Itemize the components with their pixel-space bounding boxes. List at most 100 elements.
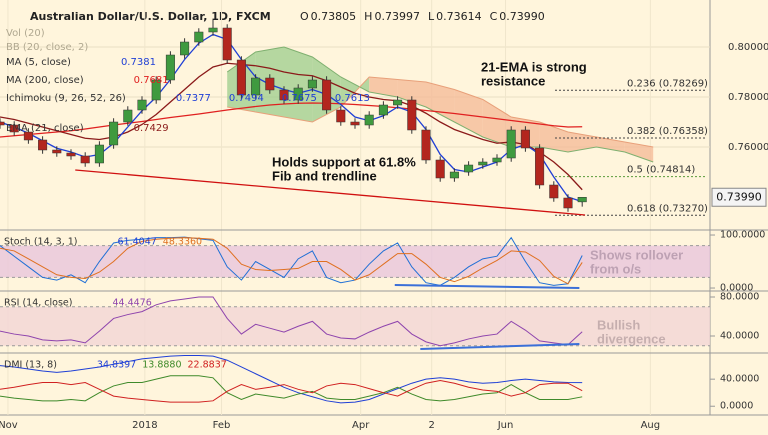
cloud-segment (369, 77, 398, 97)
x-tick-label: 2 (428, 420, 434, 431)
moving-average (0, 102, 583, 138)
y-tick-label: 0.0000 (720, 283, 753, 294)
candle-body (421, 129, 431, 161)
candle-body (577, 197, 587, 203)
candle-body (506, 129, 516, 159)
indicator-value: 0.7681 (134, 75, 169, 86)
indicator-line (0, 375, 583, 402)
y-tick-label: 0.80000 (728, 42, 768, 53)
candle-body (492, 157, 502, 163)
indicator-value: 0.7494 (229, 93, 264, 104)
annotation: resistance (481, 73, 545, 88)
last-price-label: 0.73990 (716, 190, 762, 203)
ohlc-key: H (364, 10, 372, 23)
annotation: Fib and trendline (272, 168, 377, 183)
indicator-name: Ichimoku (9, 26, 52, 26) (6, 93, 126, 104)
candle-body (307, 79, 317, 89)
x-tick-label: Feb (213, 420, 231, 431)
panel-title: Stoch (14, 3, 1) (4, 237, 78, 248)
x-tick-label: Aug (641, 420, 661, 431)
y-tick-label: 0.0000 (720, 401, 753, 412)
candle-body (449, 171, 459, 179)
cloud-segment (596, 137, 625, 152)
indicator-name: BB (20, close, 2) (6, 42, 88, 53)
chart-title: Australian Dollar/U.S. Dollar, 1D, FXCM (30, 10, 271, 23)
candle-body (563, 197, 573, 209)
fib-label: 0.382 (0.76358) (627, 126, 708, 137)
ohlc-key: C (490, 10, 498, 23)
candle-body (151, 79, 161, 101)
y-tick-label: 0.76000 (728, 142, 768, 153)
candle-body (520, 129, 530, 149)
candle-body (435, 159, 445, 179)
candle-body (322, 79, 332, 111)
cloud-segment (482, 99, 512, 147)
panel-title: DMI (13, 8) (4, 360, 57, 371)
panel-readout: 48.3360 (163, 237, 202, 248)
panel-readout: 22.8837 (188, 360, 227, 371)
indicator-name: MA (200, close) (6, 75, 84, 86)
candle-body (66, 152, 76, 157)
panel-readout: 13.8880 (142, 360, 181, 371)
candle-body (293, 87, 303, 101)
candle-body (194, 31, 204, 43)
indicator-name: Vol (20) (6, 28, 45, 39)
ohlc-value: 0.73990 (499, 10, 545, 23)
last-price-badge (711, 187, 767, 207)
candle-body (535, 147, 545, 186)
trendline (75, 169, 586, 216)
panel-readout: 61.4047 (118, 237, 157, 248)
indicator-line (0, 236, 583, 286)
ohlc-key: L (428, 10, 435, 23)
candle-body (549, 184, 559, 199)
fib-label: 0.5 (0.74814) (627, 165, 695, 176)
indicator-line (0, 296, 583, 347)
candle-body (393, 99, 403, 106)
candle-body (464, 164, 474, 173)
candle-body (251, 77, 261, 96)
candle-body (52, 149, 62, 154)
indicator-name: MA (5, close) (6, 57, 71, 68)
panel-band (0, 245, 710, 278)
x-tick-label: 2018 (132, 420, 157, 431)
x-tick-label: Apr (352, 420, 370, 431)
candle-body (38, 139, 48, 151)
ohlc-value: 0.73997 (374, 10, 420, 23)
annotation: 21-EMA is strong (481, 59, 587, 74)
candle-body (336, 109, 346, 123)
candle-body (109, 121, 119, 146)
candle-body (23, 131, 33, 141)
cloud-segment (397, 79, 426, 107)
candle-body (123, 109, 133, 123)
candle-body (208, 27, 218, 33)
candle-body (165, 54, 175, 81)
indicator-line (0, 354, 583, 404)
candle-body (478, 161, 488, 166)
candle-body (80, 155, 90, 164)
candle-body (364, 114, 374, 126)
candle-body (279, 89, 289, 101)
candle-body (9, 124, 19, 133)
y-tick-label: 40.0000 (720, 374, 759, 385)
indicator-line (0, 237, 583, 285)
cloud-segment (426, 82, 455, 122)
x-tick-label: Nov (0, 420, 18, 431)
indicator-value: 0.7377 (176, 93, 211, 104)
ohlc-key: O (300, 10, 309, 23)
candle-body (407, 99, 417, 131)
y-tick-label: 100.0000 (720, 230, 765, 241)
panel-readout: 44.4476 (112, 298, 151, 309)
cloud-segment (454, 89, 483, 137)
indicator-value: 0.7675 (282, 93, 317, 104)
indicator-value: 0.7429 (134, 123, 169, 134)
candle-body (222, 27, 232, 61)
divergence-line (420, 343, 580, 350)
y-tick-label: 0.78000 (728, 92, 768, 103)
divergence-line (394, 284, 580, 290)
x-tick-label: Jun (497, 420, 514, 431)
annotation: Holds support at 61.8% (272, 154, 416, 169)
fib-label: 0.618 (0.73270) (627, 203, 708, 214)
indicator-value: 0.7613 (335, 93, 370, 104)
candle-body (378, 104, 388, 116)
